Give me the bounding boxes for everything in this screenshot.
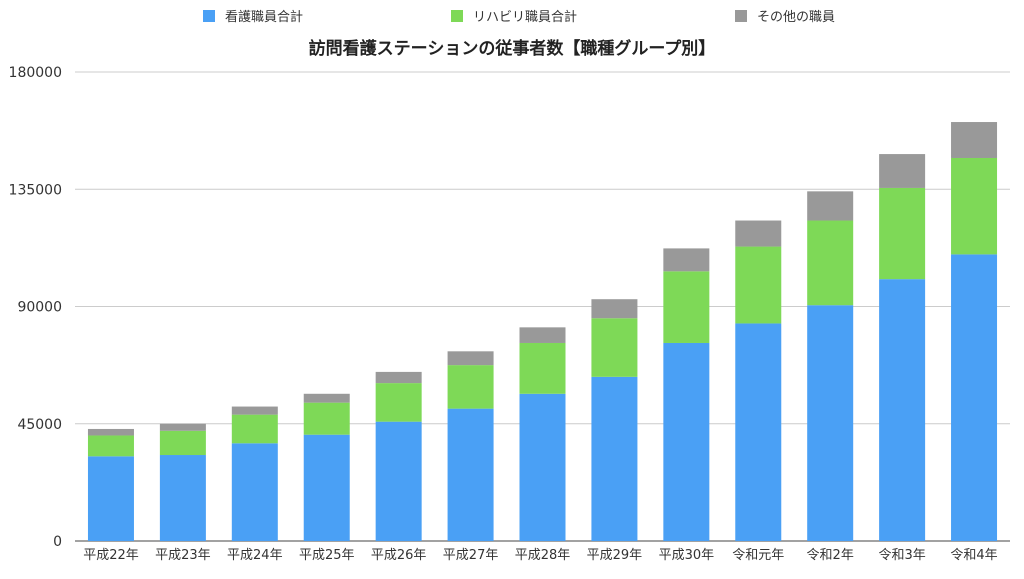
legend-label-other: その他の職員 [757,10,836,25]
bar-segment-rehab [303,402,350,435]
bar-segment-other [303,393,350,403]
x-tick-label: 令和2年 [807,548,854,563]
bar-segment-nursing [447,408,494,541]
bar-segment-nursing [735,323,782,541]
y-tick-label: 135000 [9,182,62,198]
bar-segment-nursing [951,254,998,541]
legend-label-rehab: リハビリ職員合計 [473,10,578,25]
y-tick-label: 45000 [17,417,62,433]
bar-segment-other [879,154,926,188]
legend-label-nursing: 看護職員合計 [225,10,304,25]
bar-segment-rehab [87,435,134,457]
bar-segment-other [159,423,206,431]
bar-segment-rehab [663,271,710,343]
bar-segment-rehab [591,318,638,377]
bar-segment-other [807,191,854,221]
bar-segment-nursing [87,456,134,541]
x-tick-label: 平成30年 [659,548,715,563]
x-tick-label: 平成22年 [83,548,139,563]
chart-legend: 看護職員合計 リハビリ職員合計 その他の職員 [0,6,1024,28]
bar-segment-nursing [807,305,854,541]
bar-segment-other [519,327,566,343]
x-tick-label: 平成27年 [443,548,499,563]
legend-item-other: その他の職員 [735,6,835,25]
bar-segment-rehab [375,383,422,422]
legend-swatch-other [735,9,747,22]
bar-segment-nursing [375,421,422,541]
x-tick-label: 令和元年 [732,548,784,563]
bar-segment-other [735,220,782,247]
x-tick-label: 平成29年 [587,548,643,563]
bar-segment-nursing [879,279,926,541]
legend-item-nursing: 看護職員合計 [203,6,303,25]
bar-segment-nursing [159,455,206,541]
bar-segment-other [375,371,422,384]
x-tick-label: 令和4年 [950,548,997,563]
bar-segment-rehab [807,220,854,306]
bar-segment-nursing [663,342,710,541]
bar-segment-rehab [231,414,278,444]
bar-segment-rehab [159,430,206,456]
bar-segment-rehab [519,342,566,394]
bar-segment-nursing [231,443,278,541]
legend-swatch-rehab [451,9,463,22]
bar-segment-other [447,351,494,366]
y-tick-label: 0 [53,534,62,550]
y-tick-label: 90000 [17,300,62,316]
bar-segment-nursing [591,376,638,541]
bar-segment-rehab [447,365,494,409]
x-tick-label: 平成24年 [227,548,283,563]
x-tick-label: 平成25年 [299,548,355,563]
legend-swatch-nursing [203,9,215,22]
legend-item-rehab: リハビリ職員合計 [451,6,577,25]
x-tick-label: 平成28年 [515,548,571,563]
x-tick-label: 平成23年 [155,548,211,563]
bar-segment-other [663,248,710,272]
bar-segment-rehab [951,157,998,255]
bar-segment-nursing [519,393,566,541]
bar-segment-other [591,299,638,319]
bar-segment-rehab [735,246,782,324]
bar-segment-other [231,406,278,415]
bar-segment-other [951,122,998,158]
y-tick-label: 180000 [9,65,62,81]
chart-title: 訪問看護ステーションの従事者数【職種グループ別】 [308,39,716,59]
bar-segment-rehab [879,187,926,280]
bar-segment-other [87,428,134,436]
x-tick-label: 令和3年 [878,548,925,563]
x-tick-label: 平成26年 [371,548,427,563]
bar-segment-nursing [303,434,350,541]
